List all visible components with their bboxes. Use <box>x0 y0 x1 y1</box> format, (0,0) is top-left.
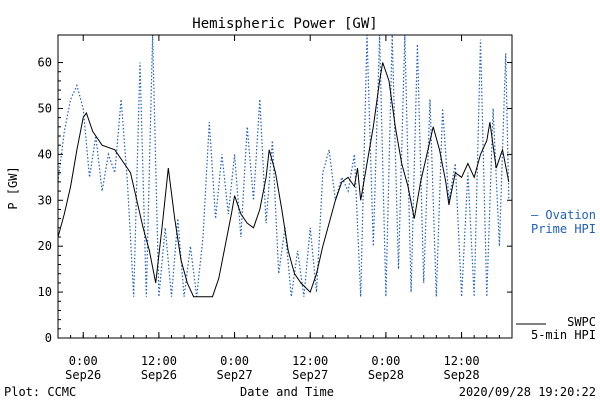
x-tick-time-label-1: 12:00 <box>141 354 177 368</box>
y-tick-label-40: 40 <box>38 147 52 161</box>
x-axis-label: Date and Time <box>240 385 334 399</box>
chart-title: Hemispheric Power [GW] <box>192 16 377 32</box>
x-tick-time-label-4: 0:00 <box>371 354 400 368</box>
y-axis: 0 10 20 30 40 50 60 <box>38 56 512 345</box>
x-tick-date-label-4: Sep28 <box>368 368 404 382</box>
x-tick-time-label-3: 12:00 <box>292 354 328 368</box>
y-tick-label-20: 20 <box>38 239 52 253</box>
x-tick-date-label-2: Sep27 <box>216 368 252 382</box>
x-tick-time-label-2: 0:00 <box>220 354 249 368</box>
x-tick-date-label-3: Sep27 <box>292 368 328 382</box>
legend-swpc-line1: SWPC <box>567 315 596 329</box>
plot-frame <box>57 34 513 339</box>
plot-series-layer <box>57 34 510 298</box>
y-tick-label-0: 0 <box>45 331 52 345</box>
legend-ovation-line1: — Ovation <box>531 208 596 222</box>
y-tick-label-10: 10 <box>38 285 52 299</box>
legend-ovation-line2: Prime HPI <box>531 222 596 236</box>
series-swpc-line <box>57 62 510 298</box>
x-tick-date-label-5: Sep28 <box>443 368 479 382</box>
y-tick-label-50: 50 <box>38 101 52 115</box>
legend: — Ovation Prime HPI SWPC 5-min HPI <box>516 208 596 342</box>
y-axis-label: P [GW] <box>6 166 20 209</box>
footer-plot-credit: Plot: CCMC <box>4 385 76 399</box>
x-tick-date-label-0: Sep26 <box>65 368 101 382</box>
x-tick-date-label-1: Sep26 <box>141 368 177 382</box>
footer-timestamp: 2020/09/28 19:20:22 <box>459 385 596 399</box>
x-tick-time-label-0: 0:00 <box>69 354 98 368</box>
y-tick-label-30: 30 <box>38 193 52 207</box>
x-tick-time-label-5: 12:00 <box>443 354 479 368</box>
x-axis: 0:00Sep2612:00Sep260:00Sep2712:00Sep270:… <box>57 35 513 382</box>
y-tick-label-60: 60 <box>38 56 52 70</box>
legend-swpc-line2: 5-min HPI <box>531 328 596 342</box>
